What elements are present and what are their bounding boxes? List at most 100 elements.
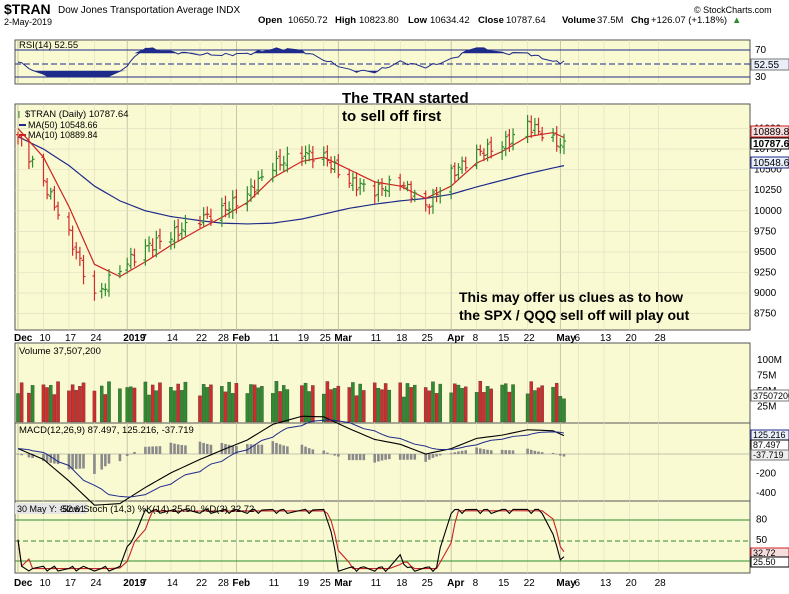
volume-tick: 25M <box>757 402 776 413</box>
macd-hist-bar <box>107 454 111 464</box>
price-bar <box>361 178 366 192</box>
volume-bar <box>150 384 155 423</box>
price-bar <box>208 208 213 226</box>
volume-bar <box>103 394 108 423</box>
legend-ma50: MA(50) 10548.66 <box>28 120 98 130</box>
price-bar <box>227 201 232 219</box>
instrument-name: Dow Jones Transportation Average INDX <box>58 5 240 16</box>
volume-bar <box>489 388 493 423</box>
x-tick-bottom: 20 <box>626 578 638 589</box>
price-bar <box>430 188 435 214</box>
macd-panel <box>14 422 751 502</box>
macd-label: MACD(12,26,9) 87.497, 125.216, -37.719 <box>19 425 194 436</box>
price-bar <box>427 203 432 215</box>
macd-hist-bar <box>406 454 409 460</box>
price-bar <box>52 185 57 211</box>
price-bar <box>179 222 184 240</box>
price-bar <box>554 126 559 152</box>
price-bar <box>478 144 483 156</box>
price-bar <box>310 146 315 169</box>
macd-hist-bar <box>453 452 457 454</box>
macd-hist-bar <box>529 449 533 454</box>
macd-hist-bar <box>533 450 537 454</box>
x-tick-top: 22 <box>196 333 208 344</box>
ma50-line <box>17 136 565 225</box>
x-tick-top: 10 <box>39 333 51 344</box>
price-tags: 10889.8 10787.6 10548.6 <box>750 125 789 169</box>
volume-bar <box>19 382 24 423</box>
ma50-tag <box>750 156 789 169</box>
price-bars <box>16 114 566 301</box>
macd-hist-bar <box>384 454 387 460</box>
macd-hist-bar <box>155 446 158 454</box>
price-bar <box>449 164 454 200</box>
volume-bar <box>504 383 508 423</box>
volume-bar <box>351 382 355 423</box>
price-bar <box>540 126 545 142</box>
volume-bar <box>223 391 228 423</box>
x-tick-bottom: Feb <box>232 578 250 589</box>
price-bar <box>511 128 516 151</box>
volume-bar <box>274 381 279 423</box>
macd-hist-bar <box>260 444 264 454</box>
price-bar <box>77 246 82 266</box>
volume-bar <box>176 383 180 423</box>
price-bar <box>81 254 86 285</box>
macd-hist-bar <box>333 454 336 456</box>
price-bar <box>281 155 286 172</box>
x-tick-top: 14 <box>167 333 179 344</box>
price-bar <box>70 225 75 256</box>
price-panel <box>14 103 751 331</box>
high-label: High <box>335 15 356 26</box>
price-bar <box>456 163 461 181</box>
price-tick: 9500 <box>754 247 777 258</box>
macd-hist-bar <box>93 454 96 474</box>
x-tick-bottom: 11 <box>371 578 382 589</box>
macd-hist-bar <box>438 454 442 456</box>
price-bar <box>252 179 257 198</box>
volume-bar <box>99 385 104 423</box>
price-bar <box>332 155 337 173</box>
volume-bar <box>413 384 417 423</box>
x-tick-bottom: 22 <box>196 578 208 589</box>
volume-tick: 100M <box>757 355 782 366</box>
macd-tick: -200 <box>756 469 776 480</box>
volume-bar <box>463 386 468 423</box>
volume-bar <box>154 390 159 423</box>
quote-line: Open 10650.72 High 10823.80 Low 10634.42… <box>258 15 741 26</box>
volume-bar <box>332 388 337 423</box>
macd-hist-bar <box>227 444 231 454</box>
macd-hist-bar <box>475 447 478 454</box>
price-bar <box>354 172 359 197</box>
volume-bar <box>285 389 290 423</box>
macd-value-tag-text: 87.497 <box>753 440 781 450</box>
macd-hist-bar <box>78 454 82 469</box>
x-tick-top: May <box>556 333 576 344</box>
x-tick-top: 18 <box>396 333 408 344</box>
volume-bar <box>536 387 541 423</box>
price-bar <box>234 189 239 214</box>
volume-bar <box>16 393 20 423</box>
legend-tran: $TRAN (Daily) 10787.64 <box>25 109 129 120</box>
volume-bar <box>482 392 486 423</box>
volume-bar <box>147 394 151 423</box>
close-label: Close <box>478 15 504 26</box>
stoch-k-line <box>17 508 565 573</box>
low-value: 10634.42 <box>430 15 470 26</box>
volume-axis: 100M75M50M25M <box>757 355 782 413</box>
price-bar <box>438 187 443 204</box>
x-tick-bottom: Mar <box>334 578 352 589</box>
macd-hist-bar <box>358 454 362 461</box>
macd-hist-bar <box>559 454 562 456</box>
volume-bar <box>329 389 333 423</box>
macd-hist-bar <box>271 441 275 454</box>
price-tick: 10500 <box>754 165 782 176</box>
macd-hist-bar <box>304 446 307 454</box>
macd-hist-bar <box>282 445 286 454</box>
volume-bar <box>209 384 213 423</box>
volume-bar <box>49 385 53 423</box>
x-tick-bottom: 24 <box>90 578 102 589</box>
price-bar <box>325 145 330 167</box>
volume-bar <box>409 387 413 423</box>
